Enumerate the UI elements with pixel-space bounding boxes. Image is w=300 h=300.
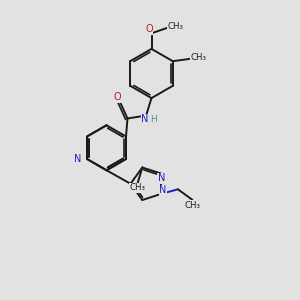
Text: CH₃: CH₃ — [190, 53, 207, 62]
Text: N: N — [159, 185, 167, 195]
Text: O: O — [114, 92, 122, 103]
Text: CH₃: CH₃ — [185, 201, 201, 210]
Text: H: H — [150, 115, 157, 124]
Text: N: N — [158, 173, 165, 183]
Text: O: O — [145, 24, 153, 34]
Text: CH₃: CH₃ — [129, 183, 145, 192]
Text: N: N — [141, 114, 148, 124]
Text: CH₃: CH₃ — [167, 22, 184, 31]
Text: N: N — [74, 154, 82, 164]
